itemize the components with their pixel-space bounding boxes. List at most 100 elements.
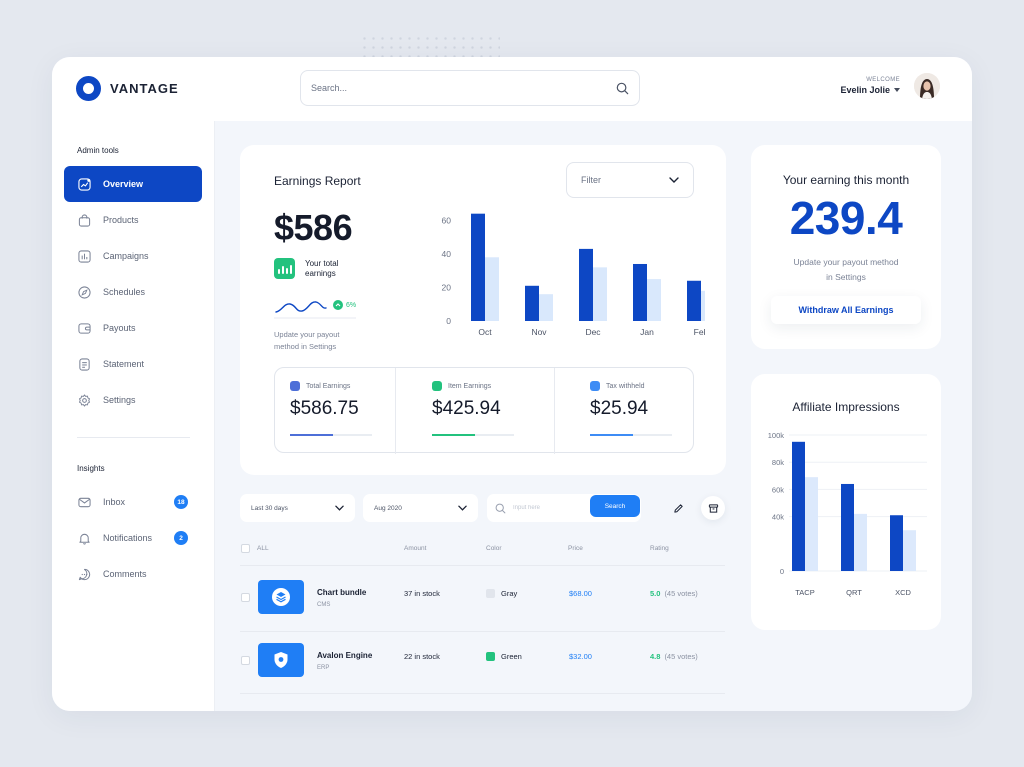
chevron-down-icon <box>669 177 679 183</box>
sidebar-item-settings[interactable]: Settings <box>64 382 202 418</box>
stat-progress <box>432 434 514 436</box>
sidebar-item-payouts[interactable]: Payouts <box>64 310 202 346</box>
table-search-input[interactable] <box>513 505 583 511</box>
welcome-label: WELCOME <box>866 77 900 83</box>
sidebar-item-overview[interactable]: Overview <box>64 166 202 202</box>
period-dropdown[interactable]: Last 30 days <box>240 494 355 522</box>
product-rating: 5.0 (45 votes) <box>650 589 698 598</box>
shield-icon <box>274 652 288 668</box>
x-tick-label: TACP <box>795 588 814 597</box>
logo[interactable]: VANTAGE <box>76 76 179 101</box>
product-thumbnail <box>258 580 304 614</box>
bar-dec-primary <box>579 248 593 321</box>
earnings-sparkline <box>274 301 356 319</box>
filter-dropdown[interactable]: Filter <box>566 162 694 198</box>
x-tick-label: Oct <box>478 327 492 337</box>
table-search-button[interactable]: Search <box>590 495 640 517</box>
stat-divider <box>554 368 555 454</box>
sidebar-item-label: Inbox <box>103 497 126 507</box>
product-name[interactable]: Chart bundle <box>317 588 367 597</box>
column-rating[interactable]: Rating <box>650 545 669 552</box>
sidebar-item-statement[interactable]: Statement <box>64 346 202 382</box>
row-checkbox[interactable] <box>241 656 250 665</box>
total-earnings-amount: $586 <box>274 207 353 248</box>
month-card-note: Update your payout method in Settings <box>793 257 899 282</box>
bar-jan-secondary <box>647 279 661 321</box>
item-earnings-swatch <box>432 381 442 391</box>
y-tick-label: 40k <box>772 513 784 522</box>
column-price[interactable]: Price <box>568 545 583 552</box>
rating-votes: (45 votes) <box>664 589 698 598</box>
x-tick-label: Jan <box>640 327 654 337</box>
y-tick-label: 0 <box>446 316 451 326</box>
notifications-count-badge: 2 <box>174 531 188 545</box>
y-tick-label: 60k <box>772 485 784 494</box>
filter-label: Filter <box>581 175 601 185</box>
archive-icon <box>708 503 718 513</box>
month-dropdown[interactable]: Aug 2020 <box>363 494 478 522</box>
avatar[interactable] <box>914 73 940 99</box>
edit-button[interactable] <box>666 496 690 520</box>
y-tick-label: 60 <box>442 215 452 225</box>
sidebar-item-schedules[interactable]: Schedules <box>64 274 202 310</box>
product-price: $32.00 <box>569 652 592 661</box>
x-tick-label: Dec <box>585 327 601 337</box>
bar-tacp-primary <box>792 441 805 571</box>
bar-xcd-primary <box>890 515 903 571</box>
search-icon[interactable] <box>616 82 629 95</box>
inbox-count-badge: 18 <box>174 495 188 509</box>
stat-value: $25.94 <box>590 398 649 419</box>
sidebar-divider <box>77 437 190 438</box>
column-amount[interactable]: Amount <box>404 545 427 552</box>
sidebar-item-campaigns[interactable]: Campaigns <box>64 238 202 274</box>
sidebar: Admin tools Overview Products Campaigns … <box>52 121 215 711</box>
affiliate-impressions-card: Affiliate Impressions 0 40k 60k 80k 100k TACP… <box>751 374 941 630</box>
stat-label: Total Earnings <box>306 382 351 390</box>
sidebar-item-products[interactable]: Products <box>64 202 202 238</box>
sidebar-item-comments[interactable]: Comments <box>64 556 202 592</box>
user-menu[interactable]: WELCOME Evelin Jolie <box>840 73 940 99</box>
column-color[interactable]: Color <box>486 545 502 552</box>
month-label: Aug 2020 <box>374 504 402 512</box>
sidebar-item-label: Comments <box>103 569 147 579</box>
bag-icon <box>78 213 91 227</box>
chevron-down-icon <box>458 505 467 511</box>
sidebar-item-label: Notifications <box>103 533 153 543</box>
month-earning-value: 239.4 <box>789 192 903 244</box>
y-tick-label: 40 <box>442 249 452 259</box>
stat-label: Item Earnings <box>448 382 492 390</box>
bar-nov-secondary <box>539 294 553 321</box>
chart-trend-icon <box>78 177 91 191</box>
withdraw-all-button[interactable]: Withdraw All Earnings <box>771 296 921 324</box>
select-all-checkbox[interactable] <box>241 544 250 553</box>
sidebar-item-inbox[interactable]: Inbox 18 <box>64 484 202 520</box>
color-swatch <box>486 589 495 598</box>
bar-xcd-secondary <box>903 530 916 571</box>
x-tick-label: XCD <box>895 588 911 597</box>
product-amount: 22 in stock <box>404 652 440 661</box>
row-divider <box>240 565 725 566</box>
row-checkbox[interactable] <box>241 593 250 602</box>
sidebar-item-label: Schedules <box>103 287 146 297</box>
search-input[interactable] <box>311 83 616 93</box>
stat-divider <box>395 368 396 454</box>
archive-button[interactable] <box>701 496 725 520</box>
payout-note: Update your payout method in Settings <box>274 330 340 351</box>
bar-feb-primary <box>687 280 701 321</box>
stat-label: Tax withheld <box>606 382 645 390</box>
product-category: CMS <box>317 602 331 608</box>
earnings-stats: Total Earnings $586.75 Item Earnings $42… <box>274 367 695 454</box>
sidebar-item-notifications[interactable]: Notifications 2 <box>64 520 202 556</box>
stat-tax-withheld: Tax withheld $25.94 <box>575 368 695 454</box>
bar-oct-primary <box>471 213 485 321</box>
tax-withheld-swatch <box>590 381 600 391</box>
document-icon <box>78 357 91 371</box>
earnings-bar-chart: 0 20 40 60 Oct Nov Dec Jan Feb <box>442 213 705 337</box>
x-tick-label: Feb <box>694 327 705 337</box>
stat-progress <box>290 434 372 436</box>
product-name[interactable]: Avalon Engine <box>317 651 373 660</box>
bar-qrt-primary <box>841 483 854 571</box>
trend-value: 6% <box>346 301 357 309</box>
user-name[interactable]: Evelin Jolie <box>840 85 900 95</box>
product-thumbnail <box>258 643 304 677</box>
